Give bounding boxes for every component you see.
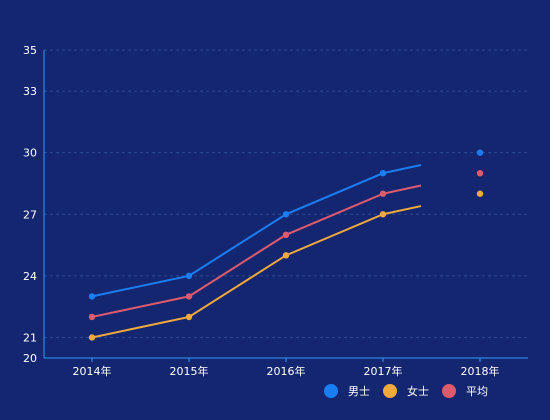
legend-marker — [442, 384, 456, 398]
data-point — [185, 293, 193, 300]
y-tick-label: 33 — [23, 85, 37, 98]
series-line — [91, 205, 422, 339]
legend-marker — [383, 384, 397, 398]
legend-label: 平均 — [466, 385, 488, 398]
data-point — [88, 293, 96, 300]
data-point — [185, 272, 193, 280]
data-point — [282, 231, 290, 238]
series-layer — [88, 149, 484, 341]
data-point — [379, 211, 387, 218]
data-point — [88, 334, 96, 341]
series-line — [91, 184, 422, 318]
y-tick-label: 27 — [23, 208, 37, 221]
data-point — [282, 252, 290, 259]
series-line — [91, 164, 422, 298]
data-point — [282, 211, 290, 218]
y-tick-label: 20 — [23, 352, 37, 365]
y-tick-label: 30 — [23, 147, 37, 160]
x-tick-label: 2014年 — [73, 364, 112, 378]
x-tick-labels: 2014年 2015年 2016年 2017年 2018年 — [73, 364, 500, 378]
y-tick-label: 21 — [23, 331, 37, 344]
data-point — [379, 190, 387, 197]
legend-marker — [324, 384, 338, 398]
axes — [43, 50, 528, 362]
data-point — [185, 313, 193, 321]
data-point — [476, 170, 484, 177]
data-point — [379, 170, 387, 177]
legend-label: 男士 — [348, 385, 370, 398]
y-tick-label: 35 — [23, 44, 37, 57]
y-tick-label: 24 — [23, 270, 37, 283]
x-tick-label: 2017年 — [364, 364, 403, 378]
legend-label: 女士 — [407, 384, 429, 398]
grid-lines — [44, 49, 528, 338]
x-tick-label: 2015年 — [170, 364, 209, 378]
y-tick-labels: 20 21 24 27 30 33 35 — [23, 44, 37, 365]
x-tick-label: 2018年 — [461, 364, 500, 378]
x-tick-label: 2016年 — [267, 364, 306, 378]
data-point — [476, 149, 484, 156]
legend: 男士 女士 平均 — [324, 384, 488, 398]
data-point — [88, 313, 96, 321]
data-point — [476, 190, 484, 197]
